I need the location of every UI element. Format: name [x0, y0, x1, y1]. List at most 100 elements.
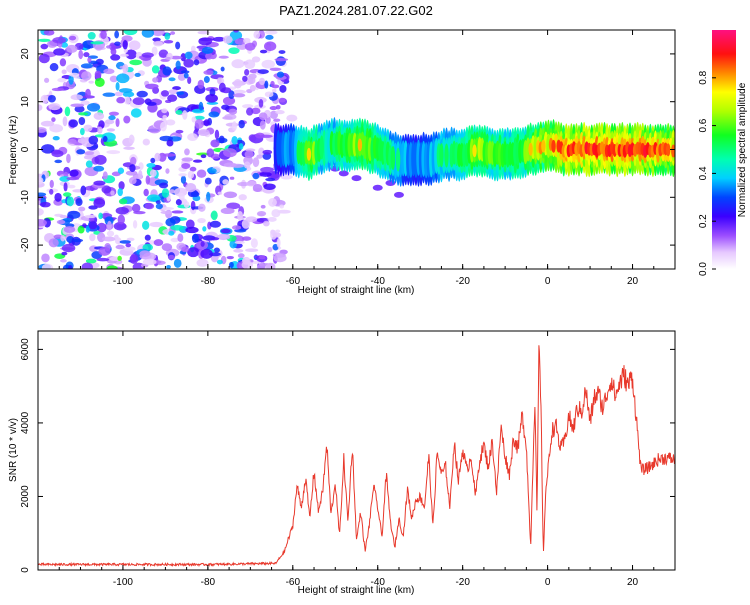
noise-blob — [160, 121, 167, 132]
noise-blob — [269, 105, 278, 111]
noise-blob — [123, 115, 131, 124]
noise-blob — [41, 144, 55, 154]
noise-blob — [231, 121, 237, 132]
noise-blob — [87, 57, 92, 63]
noise-blob — [51, 87, 64, 92]
noise-blob — [231, 59, 245, 69]
noise-blob — [118, 88, 133, 93]
noise-blob — [191, 116, 197, 123]
noise-blob — [38, 104, 43, 112]
noise-blob — [38, 176, 44, 185]
noise-blob — [125, 49, 137, 60]
noise-blob — [93, 180, 106, 186]
noise-blob — [205, 93, 218, 103]
noise-blob — [279, 85, 287, 93]
noise-blob — [233, 248, 244, 253]
noise-blob — [218, 135, 225, 144]
noise-blob — [85, 160, 93, 168]
noise-blob — [115, 206, 129, 215]
spectrogram-x-tick-label: -40 — [371, 276, 386, 287]
noise-blob — [78, 49, 84, 60]
noise-blob — [128, 134, 135, 145]
noise-blob — [52, 136, 60, 141]
noise-blob — [180, 175, 187, 184]
noise-blob — [233, 30, 239, 33]
noise-blob — [108, 111, 120, 116]
noise-blob — [203, 119, 210, 127]
noise-blob — [93, 165, 105, 172]
noise-blob — [116, 96, 126, 104]
noise-blob — [206, 148, 215, 158]
noise-blob — [262, 220, 270, 227]
noise-blob — [38, 53, 50, 64]
noise-blob — [142, 220, 150, 230]
noise-blob — [102, 135, 108, 143]
noise-blob — [259, 134, 273, 138]
snr-y-label: SNR (10 * v/v) — [8, 418, 19, 482]
noise-blob — [237, 253, 245, 259]
noise-blob — [77, 138, 86, 144]
noise-blob — [102, 236, 116, 242]
noise-blob — [181, 163, 191, 170]
noise-blob — [217, 235, 229, 239]
noise-blob — [231, 225, 242, 230]
ridge-cell — [395, 147, 401, 172]
noise-blob — [200, 240, 205, 247]
snr-x-tick-label: -20 — [455, 577, 470, 588]
noise-blob — [258, 147, 265, 156]
side-feature-blob — [351, 175, 362, 182]
noise-blob — [165, 168, 170, 174]
figure-title: PAZ1.2024.281.07.22.G02 — [279, 3, 433, 18]
noise-blob — [105, 119, 115, 125]
noise-blob — [187, 247, 200, 258]
noise-blob — [106, 265, 118, 269]
noise-blob — [222, 116, 233, 120]
noise-blob — [244, 150, 254, 159]
noise-blob — [66, 196, 74, 207]
noise-blob — [79, 127, 85, 136]
noise-blob — [185, 226, 199, 234]
noise-blob — [194, 115, 205, 120]
noise-blob — [218, 55, 229, 59]
noise-blob — [116, 73, 130, 84]
ridge-cell — [541, 139, 546, 153]
noise-blob — [214, 129, 220, 140]
noise-blob — [151, 65, 160, 74]
noise-blob — [141, 30, 155, 38]
noise-blob — [82, 223, 87, 228]
noise-blob — [134, 72, 141, 78]
noise-blob — [244, 68, 250, 76]
noise-blob — [197, 30, 210, 35]
noise-blob — [197, 129, 210, 136]
noise-blob — [146, 101, 157, 106]
noise-blob — [67, 138, 77, 145]
spectrogram-x-tick-label: -80 — [201, 276, 216, 287]
noise-blob — [119, 240, 131, 244]
noise-blob — [53, 48, 66, 56]
noise-blob — [190, 191, 200, 198]
noise-blob — [191, 108, 205, 114]
noise-blob — [279, 204, 285, 209]
noise-blob — [53, 234, 63, 239]
noise-blob — [209, 220, 221, 228]
noise-blob — [114, 91, 124, 97]
spectrogram-x-tick-label: -20 — [455, 276, 470, 287]
noise-blob — [222, 179, 229, 185]
noise-blob — [122, 40, 128, 50]
noise-blob — [85, 258, 97, 264]
noise-blob — [252, 183, 263, 193]
snr-x-tick-label: -40 — [371, 577, 386, 588]
noise-blob — [256, 210, 267, 217]
noise-blob — [249, 84, 256, 92]
noise-blob — [238, 143, 244, 150]
snr-frame-bg — [38, 331, 675, 570]
noise-blob — [41, 263, 54, 269]
noise-blob — [38, 219, 47, 227]
noise-blob — [118, 181, 125, 190]
noise-blob — [238, 194, 247, 201]
noise-blob — [241, 236, 252, 241]
noise-blob — [216, 77, 222, 84]
noise-blob — [78, 206, 86, 212]
noise-blob — [87, 31, 96, 40]
